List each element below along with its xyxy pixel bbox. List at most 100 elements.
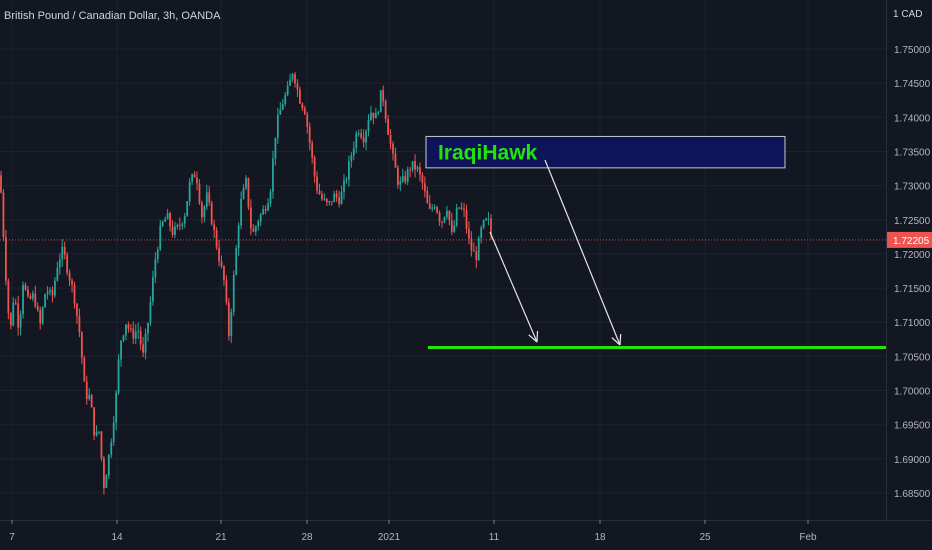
- candle-up: [433, 207, 436, 209]
- candle-up: [284, 94, 287, 105]
- annotation-text: IraqiHawk: [438, 141, 538, 164]
- time-tick-label: 18: [594, 532, 606, 543]
- candle-up: [159, 225, 162, 250]
- candle-up: [98, 431, 100, 433]
- candle-up: [367, 120, 370, 132]
- candle-up: [147, 322, 149, 334]
- candle-down: [220, 261, 223, 267]
- arrow-shaft: [489, 231, 538, 343]
- candle-down: [36, 306, 39, 310]
- candle-down: [129, 328, 132, 330]
- candle-down: [335, 193, 338, 198]
- candle-up: [137, 330, 140, 332]
- candle-up: [431, 207, 434, 209]
- candle-up: [174, 226, 176, 235]
- time-tick-label: 21: [215, 532, 227, 543]
- candle-down: [372, 112, 375, 119]
- candle-up: [105, 475, 108, 489]
- arrow-head: [619, 333, 622, 346]
- price-tick-label: 1.69000: [894, 455, 931, 466]
- candle-up: [357, 133, 360, 135]
- candle-down: [73, 284, 76, 304]
- candle-up: [49, 289, 51, 292]
- candle-down: [409, 169, 412, 171]
- candle-up: [88, 395, 91, 399]
- candle-down: [470, 238, 473, 251]
- price-unit-label[interactable]: 1 CAD: [893, 9, 923, 20]
- candle-up: [54, 280, 56, 296]
- candle-up: [191, 174, 193, 182]
- candle-down: [468, 228, 470, 239]
- candle-down: [306, 114, 309, 127]
- symbol-title: British Pound / Canadian Dollar, 3h, OAN…: [4, 10, 221, 22]
- candle-up: [262, 209, 265, 215]
- candle-up: [149, 301, 152, 323]
- candle-down: [316, 176, 318, 191]
- candle-down: [171, 226, 174, 235]
- candle-down: [294, 74, 296, 84]
- candle-up: [379, 90, 382, 113]
- candle-down: [227, 302, 230, 337]
- candle-down: [423, 183, 426, 192]
- candle-down: [9, 312, 12, 326]
- current-price-label: 1.72205: [893, 236, 930, 247]
- candle-up: [257, 221, 260, 227]
- candle-down: [218, 247, 220, 262]
- candle-up: [134, 331, 137, 339]
- candle-down: [71, 280, 73, 285]
- candle-down: [436, 207, 438, 213]
- candle-up: [237, 225, 240, 249]
- candle-up: [61, 246, 64, 260]
- candle-up: [112, 422, 115, 443]
- candle-up: [348, 161, 350, 180]
- candle-down: [178, 224, 181, 226]
- candle-down: [24, 284, 27, 290]
- candle-down: [103, 458, 105, 489]
- candle-up: [12, 302, 15, 326]
- candle-down: [438, 212, 441, 222]
- candle-down: [90, 395, 93, 408]
- candle-down: [392, 143, 394, 154]
- candle-up: [56, 267, 59, 281]
- candle-up: [19, 314, 22, 328]
- candle-down: [463, 208, 465, 211]
- grid: [0, 0, 886, 520]
- candle-up: [259, 214, 262, 222]
- candle-up: [352, 147, 355, 156]
- candle-up: [355, 133, 358, 148]
- candle-down: [360, 133, 363, 138]
- time-tick-label: 7: [9, 532, 15, 543]
- time-tick-label: Feb: [799, 532, 817, 543]
- candles: [0, 72, 492, 495]
- candle-down: [338, 197, 340, 205]
- candle-down: [490, 218, 492, 235]
- arrow-head: [536, 330, 539, 343]
- candle-up: [377, 112, 380, 114]
- time-tick-label: 11: [489, 532, 500, 543]
- candle-down: [208, 192, 211, 203]
- candle-up: [183, 216, 186, 224]
- candle-up: [365, 131, 367, 143]
- candle-down: [387, 119, 389, 135]
- candle-down: [2, 192, 5, 238]
- candle-down: [426, 191, 429, 204]
- candle-up: [230, 311, 233, 337]
- price-tick-label: 1.73500: [894, 147, 931, 158]
- candle-down: [34, 293, 37, 307]
- candle-down: [215, 230, 218, 248]
- candle-up: [272, 158, 274, 192]
- candle-down: [139, 330, 142, 345]
- candle-down: [76, 303, 78, 316]
- candle-up: [156, 249, 159, 260]
- candle-up: [482, 220, 485, 228]
- candle-up: [245, 177, 247, 188]
- candle-down: [428, 203, 431, 209]
- candle-down: [247, 177, 250, 208]
- candle-up: [166, 213, 169, 220]
- candle-up: [125, 324, 127, 336]
- candle-up: [477, 237, 480, 261]
- candle-up: [340, 191, 343, 205]
- candle-down: [421, 174, 424, 184]
